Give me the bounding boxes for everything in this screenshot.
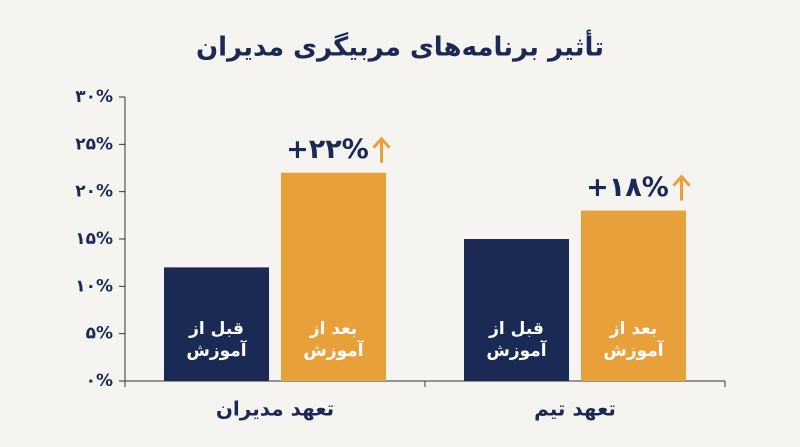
y-tick-label: ۳۰% — [75, 87, 113, 107]
bar — [164, 267, 269, 381]
bar-label: قبل از آموزش — [186, 319, 247, 361]
arrow-head — [672, 174, 691, 187]
arrow-head — [372, 136, 391, 149]
value-label: +۲۲% — [286, 134, 369, 165]
bar — [281, 172, 386, 381]
y-tick-label: ۲۰% — [75, 182, 113, 202]
bar — [464, 239, 569, 381]
bar — [581, 210, 686, 381]
x-tick-label: تعهد مدیران — [216, 397, 334, 421]
y-tick-label: ۲۵% — [75, 134, 113, 154]
y-tick-label: ۵% — [86, 324, 113, 344]
x-tick-label: تعهد تیم — [534, 397, 616, 421]
y-tick-label: ۱۵% — [75, 229, 113, 249]
chart-title: تأثیر برنامه‌های مربیگری مدیران — [196, 30, 604, 63]
y-tick-label: ۰% — [86, 371, 113, 391]
value-label: +۱۸% — [586, 172, 669, 203]
bar-label: قبل از آموزش — [486, 319, 547, 361]
y-tick-label: ۱۰% — [75, 276, 113, 296]
bar-label: بعد از آموزش — [303, 319, 364, 361]
bar-label: بعد از آموزش — [603, 319, 664, 361]
